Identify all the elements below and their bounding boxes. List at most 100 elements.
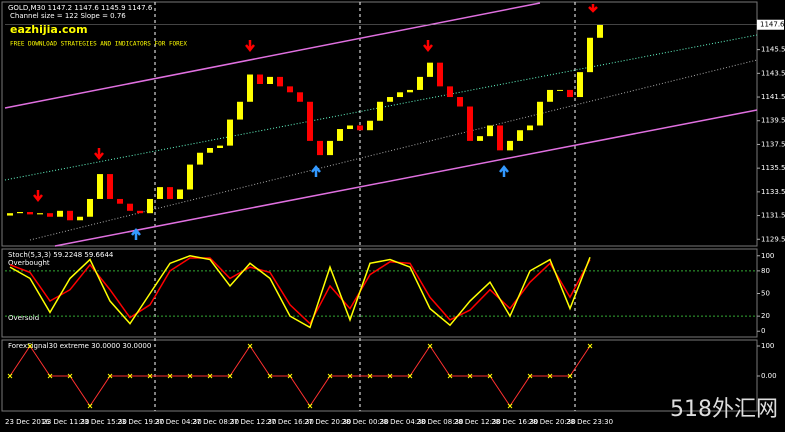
x-tick-label: 28 Dec 00:30 [342,418,389,426]
signal-marker [427,343,433,349]
candle [227,119,233,146]
candle [537,101,543,126]
candle [327,140,333,156]
signal-marker [247,343,253,349]
candle [487,125,493,137]
signal-marker [587,343,593,349]
y-tick-label: 1133.5 [761,188,785,196]
candle [277,76,283,87]
x-tick-label: 23 Dec 19:30 [117,418,164,426]
signal-marker [307,403,313,409]
candle [127,203,133,211]
x-tick-label: 28 Dec 12:30 [454,418,501,426]
series-line [9,257,591,325]
x-tick-label: 28 Dec 20:30 [529,418,576,426]
signal-marker [47,373,53,379]
signal-marker [27,343,33,349]
subtitle: Channel size = 122 Slope = 0.76 [10,12,126,20]
signal-marker [527,373,533,379]
candle [427,62,433,77]
y-tick-label: 1137.5 [761,140,785,148]
x-tick-label: 23 Dec 15:30 [80,418,127,426]
signal-marker [107,373,113,379]
signal-marker [147,373,153,379]
candle [597,24,603,38]
stoch-title: Stoch(5,3,3) 59.2248 59.6644 [8,251,114,259]
candle [27,212,33,215]
y-tick-label: 100 [761,342,774,350]
x-tick-label: 23 Dec 2016 [5,418,50,426]
oversold-label: Oversold [8,314,39,322]
candle [437,62,443,87]
candle [587,37,593,73]
y-tick-label: 1143.5 [761,69,785,77]
candle [517,130,523,141]
candle [547,89,553,102]
channel-upper [4,2,541,109]
signal-marker [507,403,513,409]
candle [17,212,23,214]
signal-marker [447,373,453,379]
candle [367,120,373,131]
candle [87,198,93,217]
candle [337,129,343,141]
candle [247,74,253,102]
candle [527,125,533,131]
last-price-box [757,19,784,30]
x-tick-label: 27 Dec 08:30 [192,418,239,426]
x-tick-label: 27 Dec 12:30 [229,418,276,426]
y-tick-label: 1141.5 [761,93,785,101]
overbought-label: Overbought [8,259,50,267]
candle [357,125,363,131]
signal-marker [467,373,473,379]
site-label: eazhijia.com [10,23,88,36]
candle [397,92,403,98]
candle [207,148,213,153]
candle [167,187,173,199]
candle [447,86,453,98]
candle [387,97,393,102]
candle [187,164,193,190]
y-tick-label: 1139.5 [761,117,785,125]
signal-marker [67,373,73,379]
signal-marker [227,373,233,379]
signal-marker [167,373,173,379]
y-tick-label: 1145.5 [761,46,785,54]
x-tick-label: 27 Dec 20:30 [304,418,351,426]
signal-marker [327,373,333,379]
x-tick-label: 27 Dec 16:30 [267,418,314,426]
candle [67,210,73,221]
y-tick-label: 50 [761,290,770,298]
signal-marker [187,373,193,379]
last-price-label: 1147.6 [760,21,785,29]
signal-marker [367,373,373,379]
x-tick-label: 28 Dec 04:30 [379,418,426,426]
candle [217,145,223,148]
x-tick-label: 28 Dec 08:30 [416,418,463,426]
signal-marker [387,373,393,379]
signal-marker [567,373,573,379]
candle [377,101,383,121]
watermark: 518外汇网 [670,397,778,422]
signal-marker [87,403,93,409]
candle [467,106,473,141]
candle [407,89,413,93]
signal-marker [127,373,133,379]
y-tick-label: 80 [761,267,770,275]
x-tick-label: 28 Dec 16:30 [491,418,538,426]
y-tick-label: 0.00 [761,372,777,380]
candle [477,136,483,141]
y-tick-label: 1129.5 [761,235,785,243]
candle [457,97,463,107]
candle [77,216,83,221]
candle [197,152,203,165]
signal-marker [207,373,213,379]
signal-arrows [33,4,598,240]
candle [287,86,293,93]
candle [317,140,323,156]
candle [297,92,303,102]
candle [347,125,353,130]
promo-label: FREE DOWNLOAD STRATEGIES AND INDICATORS … [10,41,187,48]
candle [57,210,63,217]
